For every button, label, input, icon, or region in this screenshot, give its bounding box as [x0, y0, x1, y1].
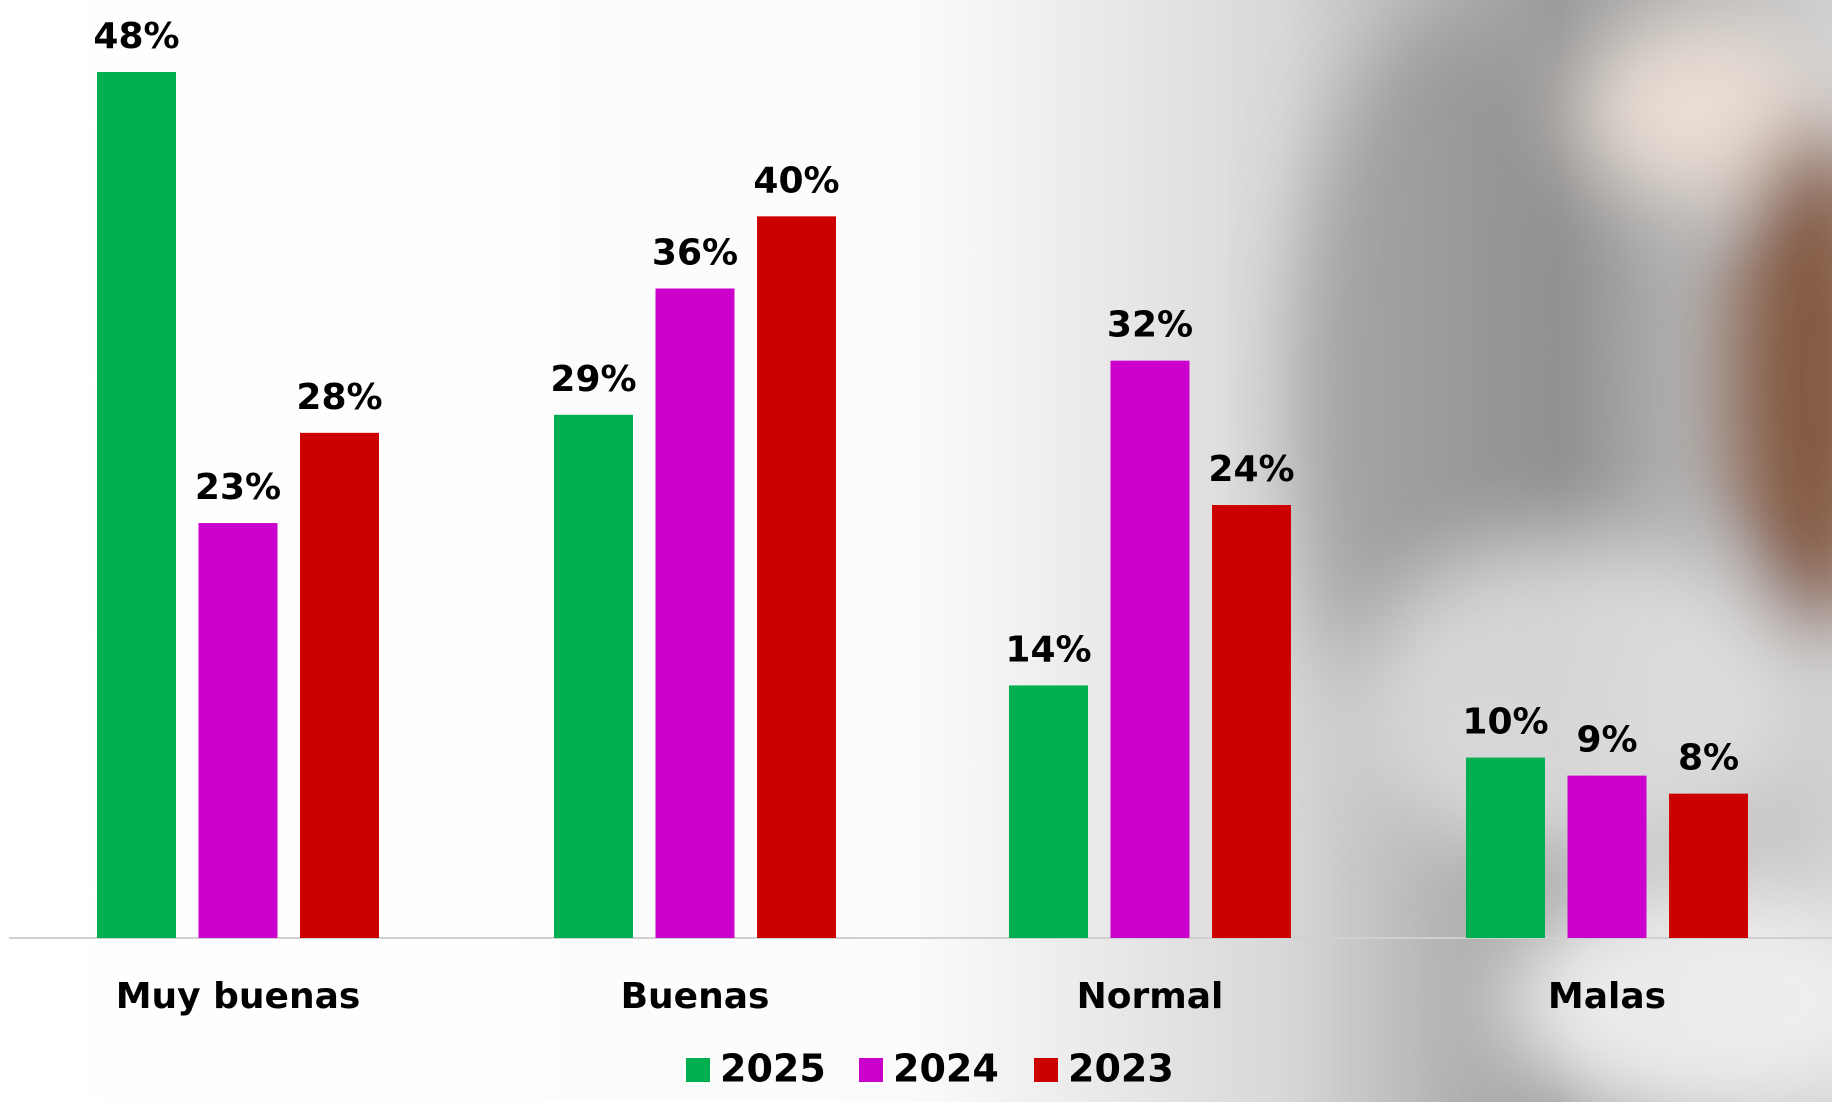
- data-label: 14%: [1005, 629, 1091, 670]
- data-label: 32%: [1107, 305, 1193, 346]
- data-label: 48%: [93, 16, 179, 57]
- data-label: 9%: [1576, 720, 1637, 761]
- x-tick-label: Buenas: [621, 976, 770, 1017]
- bar: [1466, 758, 1545, 938]
- legend-label: 2023: [1068, 1047, 1174, 1091]
- x-tick-label: Malas: [1548, 976, 1666, 1017]
- bar: [1009, 685, 1088, 938]
- x-tick-label: Muy buenas: [116, 976, 361, 1017]
- bar: [656, 289, 735, 939]
- bar: [300, 433, 379, 938]
- legend-swatch: [686, 1058, 710, 1082]
- legend-swatch: [1034, 1058, 1058, 1082]
- data-label: 23%: [195, 467, 281, 508]
- data-label: 36%: [652, 233, 738, 274]
- x-tick-label: Normal: [1077, 976, 1224, 1017]
- bar: [97, 72, 176, 938]
- chart: 48% 23% 28% Muy buenas 29% 36% 40% Buenas 14% 32%…: [0, 0, 1832, 1102]
- bar: [554, 415, 633, 938]
- bar: [1568, 776, 1647, 938]
- data-label: 29%: [550, 359, 636, 400]
- data-label: 10%: [1462, 702, 1548, 743]
- legend-swatch: [859, 1058, 883, 1082]
- data-label: 40%: [753, 160, 839, 201]
- legend-label: 2025: [720, 1047, 826, 1091]
- data-label: 28%: [296, 377, 382, 418]
- bar: [1669, 794, 1748, 938]
- bar: [1212, 505, 1291, 938]
- bar: [757, 216, 836, 938]
- page: {"chart_data": {"type": "bar", "categori…: [0, 0, 1832, 1102]
- bar: [1111, 361, 1190, 938]
- bar: [199, 523, 278, 938]
- legend-label: 2024: [893, 1047, 999, 1091]
- data-label: 8%: [1678, 738, 1739, 779]
- data-label: 24%: [1208, 449, 1294, 490]
